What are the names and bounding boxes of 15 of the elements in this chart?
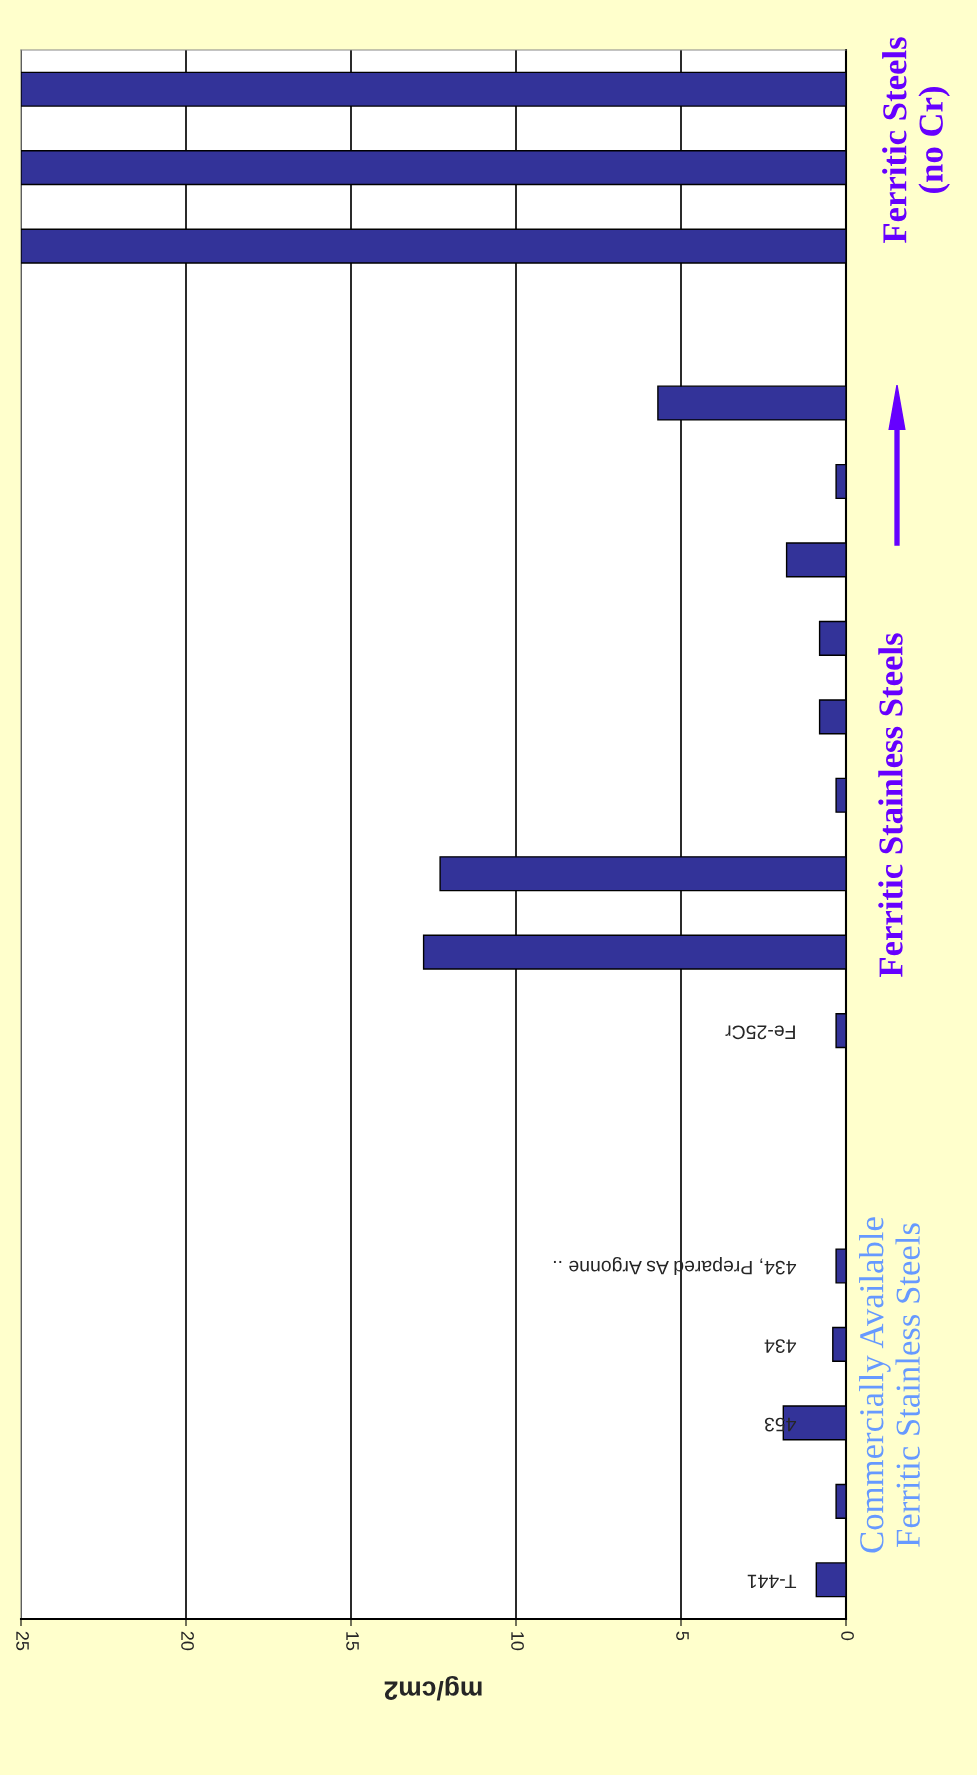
y-tick-label: T-441 [747,1574,797,1589]
y-tick-label: 434, Prepared As Argonne .. [553,1256,797,1276]
x-axis-title: mg/cm2 [384,1675,482,1701]
x-tick-label: 10 [511,1632,524,1651]
text: Commercially Available Ferritic Stainless Steels [859,1217,920,1553]
x-tick-label: 20 [181,1631,194,1651]
x-tick-label: 15 [346,1632,359,1651]
x-tick-label: 0 [841,1631,854,1641]
x-tick-label: 5 [676,1631,689,1641]
y-tick-label: 453 [764,1417,797,1432]
x-tick-label: 25 [16,1631,29,1651]
y-tick-label: Fe-25Cr [725,1025,795,1040]
y-tick-label: 434 [764,1339,797,1353]
text: Ferritic Steels (no Cr) [882,37,950,244]
text: Ferritic Stainless Steels [878,633,903,978]
